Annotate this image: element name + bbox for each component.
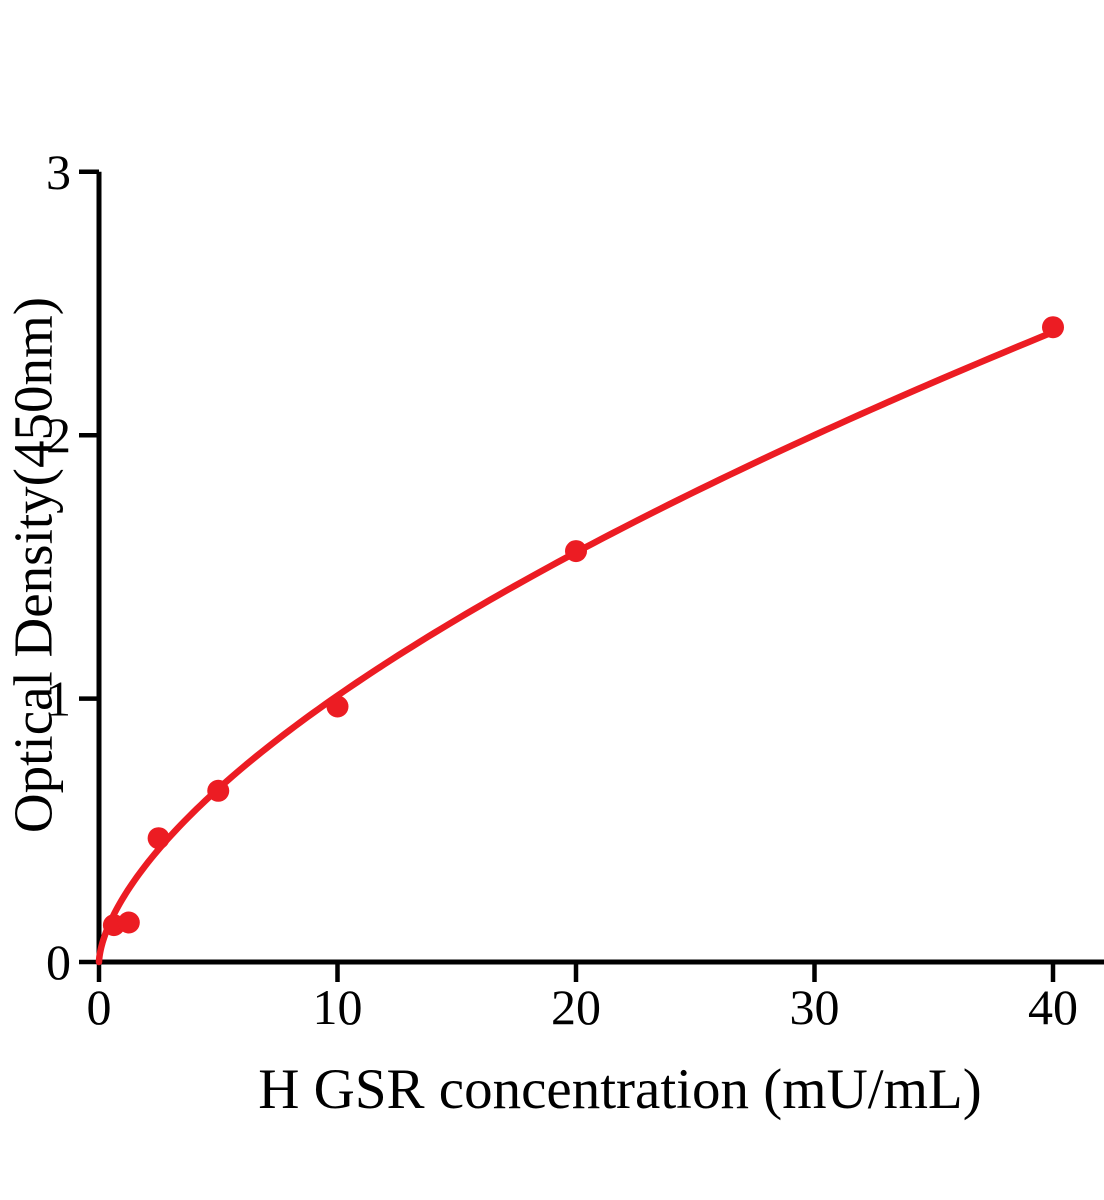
data-point — [207, 779, 230, 802]
data-point — [117, 911, 140, 934]
x-tick-label: 10 — [313, 979, 363, 1035]
y-tick-label: 1 — [46, 671, 71, 727]
x-tick-label: 40 — [1028, 979, 1078, 1035]
data-point — [326, 695, 349, 718]
y-tick-label: 3 — [46, 144, 71, 200]
x-axis-title: H GSR concentration (mU/mL) — [258, 1058, 982, 1121]
data-point — [565, 540, 587, 563]
data-point — [147, 827, 170, 850]
data-point — [1042, 316, 1064, 339]
y-tick-label: 2 — [46, 407, 71, 463]
y-tick-label: 0 — [46, 934, 71, 990]
x-tick-label: 20 — [551, 979, 601, 1035]
fit-curve — [95, 328, 1057, 966]
x-tick-label: 30 — [790, 979, 840, 1035]
x-tick-label: 0 — [87, 979, 112, 1035]
y-axis-title: Optical Density(450nm) — [2, 296, 64, 834]
